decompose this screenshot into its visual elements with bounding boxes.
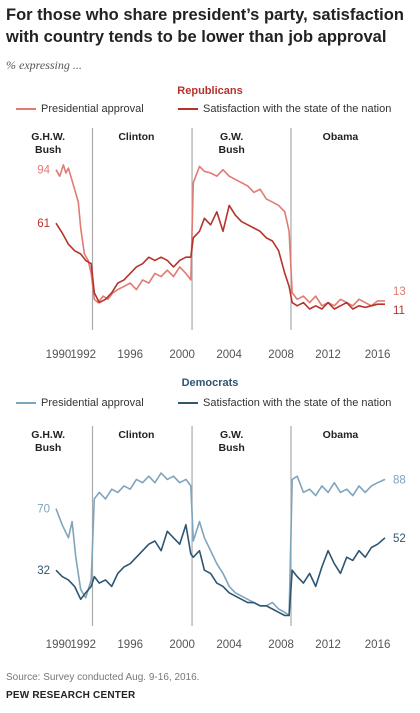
- era-label: Bush: [219, 442, 245, 454]
- era-label: Obama: [323, 131, 359, 143]
- era-label: G.W.: [220, 131, 243, 143]
- x-tick-label: 2016: [365, 349, 391, 361]
- end-value-label: 52: [393, 533, 406, 545]
- legend-label: Satisfaction with the state of the natio…: [203, 103, 392, 115]
- era-label: Bush: [35, 442, 61, 454]
- start-value-label: 94: [37, 165, 50, 177]
- x-tick-label: 1990: [46, 349, 72, 361]
- panel-title-republicans: Republicans: [177, 85, 243, 97]
- x-tick-label: 1996: [117, 349, 143, 361]
- legend-label: Presidential approval: [41, 397, 144, 409]
- org-name: PEW RESEARCH CENTER: [6, 690, 136, 701]
- legend-label: Presidential approval: [41, 103, 144, 115]
- x-tick-label: 2000: [169, 349, 195, 361]
- era-label: G.H.W.: [31, 429, 65, 441]
- end-value-label: 88: [393, 474, 406, 486]
- era-label: G.H.W.: [31, 131, 65, 143]
- era-label: Bush: [219, 144, 245, 156]
- x-tick-label: 2004: [216, 349, 242, 361]
- chart-title: For those who share president’s party, s…: [6, 6, 404, 46]
- source-note: Source: Survey conducted Aug. 9-16, 2016…: [6, 672, 200, 683]
- legend-swatch: [178, 108, 198, 111]
- x-tick-label: 1992: [70, 639, 96, 651]
- era-label: Clinton: [118, 429, 154, 441]
- x-tick-label: 1996: [117, 639, 143, 651]
- legend-dem-approval: Presidential approval: [16, 397, 144, 409]
- legend-rep-satisfaction: Satisfaction with the state of the natio…: [178, 103, 391, 115]
- x-tick-label: 1990: [46, 639, 72, 651]
- start-value-label: 61: [37, 218, 50, 230]
- legend-dem-satisfaction: Satisfaction with the state of the natio…: [178, 397, 391, 409]
- x-tick-label: 2008: [268, 349, 294, 361]
- x-tick-label: 2012: [315, 639, 341, 651]
- series-line: [55, 164, 385, 307]
- legend-label: Satisfaction with the state of the natio…: [203, 397, 392, 409]
- era-label: Obama: [323, 429, 359, 441]
- start-value-label: 70: [37, 504, 50, 516]
- x-tick-label: 2012: [315, 349, 341, 361]
- panel-title-democrats: Democrats: [181, 377, 239, 389]
- end-value-label: 13: [393, 286, 406, 298]
- legend-swatch: [16, 108, 36, 111]
- start-value-label: 32: [37, 565, 50, 577]
- series-line: [55, 204, 385, 310]
- chart-subtitle: % expressing ...: [6, 58, 82, 72]
- era-label: Bush: [35, 144, 61, 156]
- era-label: G.W.: [220, 429, 243, 441]
- legend-swatch: [178, 402, 198, 405]
- x-tick-label: 2000: [169, 639, 195, 651]
- series-line: [55, 524, 386, 617]
- legend-rep-approval: Presidential approval: [16, 103, 144, 115]
- legend-swatch: [16, 402, 36, 405]
- x-tick-label: 2004: [216, 639, 242, 651]
- x-tick-label: 1992: [70, 349, 96, 361]
- era-label: Clinton: [118, 131, 154, 143]
- x-tick-label: 2008: [268, 639, 294, 651]
- series-line: [55, 472, 386, 617]
- end-value-label: 11: [393, 305, 405, 317]
- x-tick-label: 2016: [365, 639, 391, 651]
